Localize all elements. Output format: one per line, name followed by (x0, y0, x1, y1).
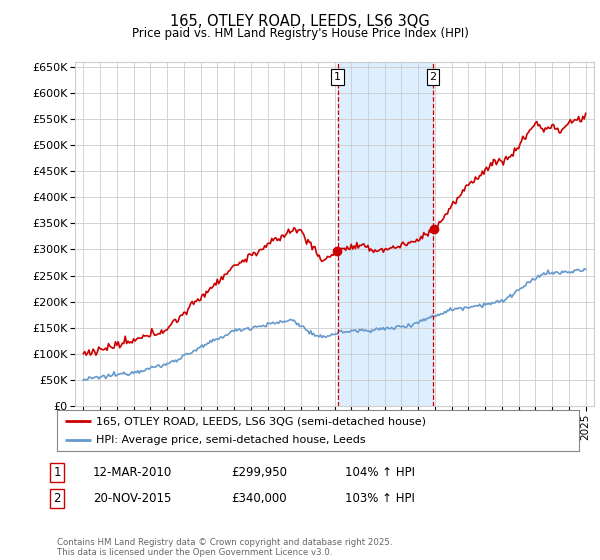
Text: 20-NOV-2015: 20-NOV-2015 (93, 492, 172, 505)
Text: 1: 1 (334, 72, 341, 82)
Text: Contains HM Land Registry data © Crown copyright and database right 2025.
This d: Contains HM Land Registry data © Crown c… (57, 538, 392, 557)
Text: 2: 2 (53, 492, 61, 505)
Text: £340,000: £340,000 (231, 492, 287, 505)
Text: 165, OTLEY ROAD, LEEDS, LS6 3QG: 165, OTLEY ROAD, LEEDS, LS6 3QG (170, 14, 430, 29)
Text: £299,950: £299,950 (231, 465, 287, 479)
Text: 1: 1 (53, 465, 61, 479)
Text: 103% ↑ HPI: 103% ↑ HPI (345, 492, 415, 505)
Text: 2: 2 (430, 72, 437, 82)
Text: 12-MAR-2010: 12-MAR-2010 (93, 465, 172, 479)
Text: HPI: Average price, semi-detached house, Leeds: HPI: Average price, semi-detached house,… (96, 435, 366, 445)
Text: 165, OTLEY ROAD, LEEDS, LS6 3QG (semi-detached house): 165, OTLEY ROAD, LEEDS, LS6 3QG (semi-de… (96, 417, 426, 426)
Text: Price paid vs. HM Land Registry's House Price Index (HPI): Price paid vs. HM Land Registry's House … (131, 27, 469, 40)
Bar (338, 62, 433, 406)
Text: 104% ↑ HPI: 104% ↑ HPI (345, 465, 415, 479)
